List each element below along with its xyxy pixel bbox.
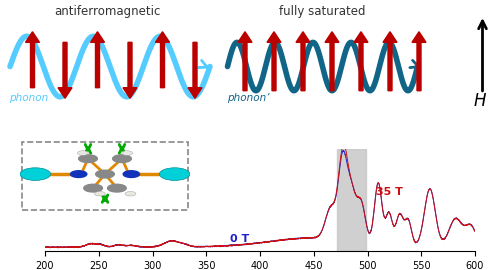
Circle shape bbox=[108, 184, 126, 192]
FancyArrow shape bbox=[383, 32, 397, 91]
FancyArrow shape bbox=[188, 42, 202, 98]
FancyArrow shape bbox=[123, 42, 137, 98]
Text: 35 T: 35 T bbox=[376, 187, 403, 197]
FancyArrow shape bbox=[412, 32, 426, 91]
FancyArrow shape bbox=[90, 32, 104, 88]
Circle shape bbox=[78, 155, 98, 163]
Text: fully saturated: fully saturated bbox=[279, 5, 366, 18]
Text: phonon’: phonon’ bbox=[228, 93, 270, 103]
Circle shape bbox=[112, 155, 132, 163]
FancyArrow shape bbox=[26, 32, 40, 88]
Circle shape bbox=[94, 191, 106, 196]
Text: antiferromagnetic: antiferromagnetic bbox=[54, 5, 160, 18]
Circle shape bbox=[123, 171, 140, 177]
FancyArrow shape bbox=[238, 32, 252, 91]
Circle shape bbox=[122, 151, 132, 155]
Text: 0 T: 0 T bbox=[230, 234, 249, 244]
Circle shape bbox=[96, 170, 114, 178]
FancyArrow shape bbox=[58, 42, 72, 98]
Circle shape bbox=[160, 168, 190, 180]
FancyArrow shape bbox=[354, 32, 368, 91]
Circle shape bbox=[20, 168, 50, 180]
Circle shape bbox=[84, 184, 102, 192]
FancyArrow shape bbox=[325, 32, 339, 91]
Text: phonon: phonon bbox=[9, 93, 48, 103]
Bar bbox=[338, 148, 366, 251]
FancyArrow shape bbox=[267, 32, 281, 91]
Circle shape bbox=[78, 151, 88, 155]
Text: H: H bbox=[474, 92, 486, 110]
Circle shape bbox=[125, 191, 136, 196]
FancyArrow shape bbox=[156, 32, 170, 88]
Circle shape bbox=[70, 171, 87, 177]
FancyArrow shape bbox=[296, 32, 310, 91]
